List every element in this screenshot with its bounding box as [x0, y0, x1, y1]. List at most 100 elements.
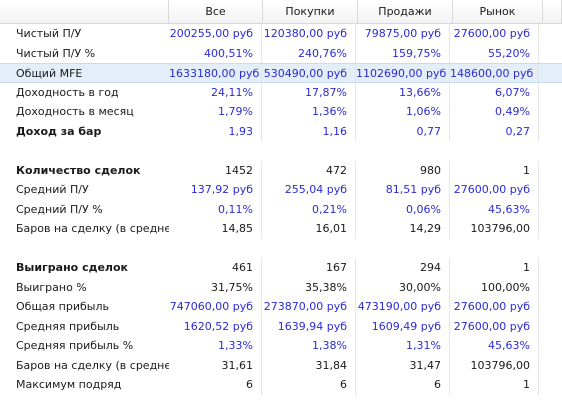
table-cell: 79875,00 руб	[356, 24, 450, 44]
table-row[interactable]: Баров на сделку (в среднем) 31,61 31,84 31,…	[0, 355, 562, 376]
row-filler	[539, 317, 562, 337]
table-cell: 14,29	[356, 219, 450, 239]
row-filler	[539, 200, 562, 220]
table-cell: 1,16	[262, 121, 356, 141]
table-cell: 1	[450, 375, 539, 395]
table-cell: 27600,00 руб	[450, 24, 539, 44]
table-row[interactable]: Средний П/У 137,92 руб 255,04 руб 81,51 руб…	[0, 180, 562, 200]
table-row[interactable]: Максимум подряд 6 6 6 1	[0, 375, 562, 395]
row-filler	[539, 258, 562, 278]
table-cell: 167	[262, 258, 356, 278]
table-cell: 35,38%	[262, 277, 356, 297]
table-cell: 1,38%	[262, 336, 356, 356]
column-header-market[interactable]: Рынок	[453, 0, 543, 23]
table-row[interactable]: Средняя прибыль 1620,52 руб 1639,94 руб 160…	[0, 316, 562, 337]
table-row[interactable]: Количество сделок 1452 472 980 1	[0, 160, 562, 180]
row-filler	[539, 356, 562, 376]
table-cell: 100,00%	[450, 277, 539, 297]
table-cell: 55,20%	[450, 43, 539, 63]
row-filler	[539, 122, 562, 142]
table-row[interactable]: Средний П/У % 0,11% 0,21% 0,06% 45,63%	[0, 199, 562, 220]
row-filler	[539, 180, 562, 200]
table-cell: 0,77	[356, 121, 450, 141]
row-label: Средняя прибыль %	[16, 339, 134, 352]
table-cell: 0,11%	[169, 199, 262, 219]
table-cell: 1,36%	[262, 102, 356, 122]
spacer-row	[0, 239, 562, 259]
row-filler	[539, 24, 562, 44]
table-cell: 31,75%	[169, 277, 262, 297]
table-cell: 294	[356, 258, 450, 278]
table-cell: 14,85	[169, 219, 262, 239]
table-row[interactable]: Общая прибыль 747060,00 руб 273870,00 руб 4…	[0, 297, 562, 317]
table-cell: 273870,00 руб	[262, 297, 356, 317]
table-row[interactable]: Баров на сделку (в среднем) 14,85 16,01 14,…	[0, 219, 562, 239]
table-cell: 103796,00	[450, 219, 539, 239]
table-cell: 0,06%	[356, 199, 450, 219]
table-row[interactable]: Средняя прибыль % 1,33% 1,38% 1,31% 45,63%	[0, 336, 562, 356]
row-label: Доходность в месяц	[16, 105, 134, 118]
table-cell: 17,87%	[262, 82, 356, 102]
table-cell: 1,31%	[356, 336, 450, 356]
table-cell: 159,75%	[356, 43, 450, 63]
row-filler	[539, 64, 562, 82]
row-filler	[539, 83, 562, 103]
table-cell: 137,92 руб	[169, 180, 262, 200]
table-cell: 31,61	[169, 355, 262, 375]
table-cell: 120380,00 руб	[262, 24, 356, 44]
spacer-row	[0, 141, 562, 161]
table-row[interactable]: Выиграно сделок 461 167 294 1	[0, 258, 562, 278]
table-cell: 27600,00 руб	[450, 297, 539, 317]
row-filler	[539, 297, 562, 317]
column-header-row: Все Покупки Продажи Рынок	[0, 0, 562, 24]
table-cell: 1452	[169, 160, 262, 180]
table-cell: 1620,52 руб	[169, 316, 262, 336]
row-label: Доходность в год	[16, 85, 119, 99]
table-cell: 16,01	[262, 219, 356, 239]
table-cell: 24,11%	[169, 82, 262, 102]
table-row[interactable]: Чистый П/У 200255,00 руб 120380,00 руб 7987…	[0, 24, 562, 44]
table-cell: 255,04 руб	[262, 180, 356, 200]
row-label: Средняя прибыль	[16, 319, 120, 333]
column-header-all[interactable]: Все	[169, 0, 263, 23]
table-cell: 1609,49 руб	[356, 316, 450, 336]
table-cell: 473190,00 руб	[356, 297, 450, 317]
row-label: Выиграно %	[16, 280, 87, 294]
table-row[interactable]: Доход за бар 1,93 1,16 0,77 0,27	[0, 121, 562, 142]
row-filler	[539, 44, 562, 64]
row-label: Чистый П/У	[16, 27, 82, 40]
table-row[interactable]: Доходность в месяц 1,79% 1,36% 1,06% 0,49%	[0, 102, 562, 122]
table-cell: 980	[356, 160, 450, 180]
table-row[interactable]: Чистый П/У % 400,51% 240,76% 159,75% 55,20%	[0, 43, 562, 64]
table-cell: 1,33%	[169, 336, 262, 356]
row-label: Баров на сделку (в среднем)	[16, 358, 169, 372]
table-cell: 1,79%	[169, 102, 262, 122]
row-filler	[539, 278, 562, 298]
table-row[interactable]: Доходность в год 24,11% 17,87% 13,66% 6,07%	[0, 82, 562, 103]
table-cell: 461	[169, 258, 262, 278]
row-filler	[539, 375, 562, 395]
table-cell: 1,06%	[356, 102, 450, 122]
table-cell: 27600,00 руб	[450, 180, 539, 200]
table-cell: 103796,00	[450, 355, 539, 375]
table-cell: 30,00%	[356, 277, 450, 297]
row-label: Количество сделок	[16, 163, 141, 177]
table-cell: 0,49%	[450, 102, 539, 122]
table-cell: 13,66%	[356, 82, 450, 102]
table-cell: 148600,00 руб	[450, 64, 539, 82]
column-header-sells[interactable]: Продажи	[358, 0, 453, 23]
table-cell: 530490,00 руб	[262, 64, 356, 82]
table-row[interactable]: Выиграно % 31,75% 35,38% 30,00% 100,00%	[0, 277, 562, 298]
table-row[interactable]: Общий MFE 1633180,00 руб 530490,00 руб 1102…	[0, 63, 562, 83]
table-cell: 400,51%	[169, 43, 262, 63]
row-label: Общий MFE	[16, 67, 83, 80]
table-cell: 27600,00 руб	[450, 316, 539, 336]
table-cell: 200255,00 руб	[169, 24, 262, 44]
table-cell: 6	[356, 375, 450, 395]
table-cell: 6,07%	[450, 82, 539, 102]
column-header-buys[interactable]: Покупки	[263, 0, 358, 23]
row-label: Доход за бар	[16, 124, 102, 138]
row-label: Средний П/У	[16, 183, 89, 196]
table-cell: 0,21%	[262, 199, 356, 219]
